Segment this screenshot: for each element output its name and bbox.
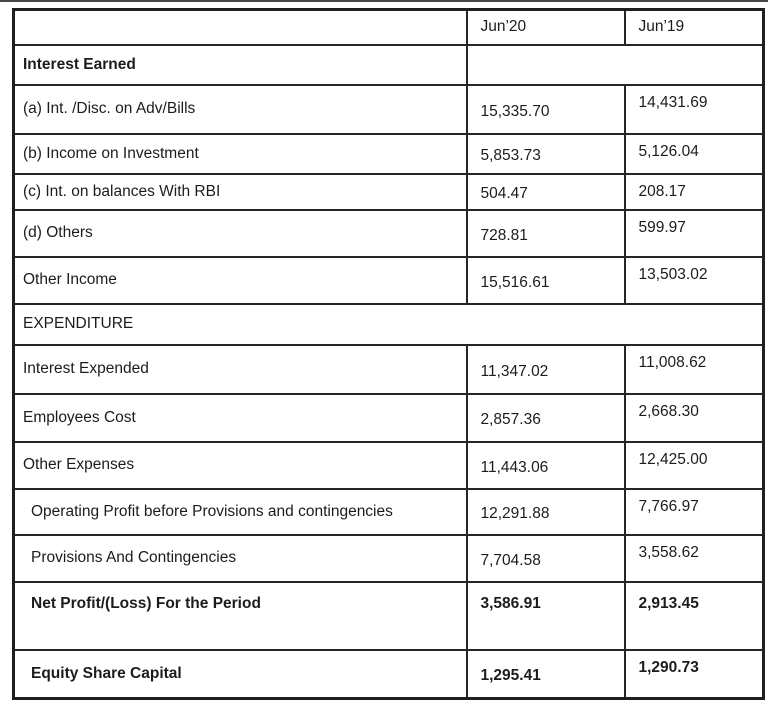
row-label-cell: Interest Expended: [12, 343, 468, 395]
value-cell-jun20: 12,291.88: [465, 487, 626, 536]
value-cell-jun20: 1,295.41: [465, 648, 626, 700]
row-label-cell: Provisions And Contingencies: [12, 533, 468, 583]
value-cell-jun19: 2,668.30: [623, 392, 765, 443]
value-cell-jun19: 1,290.73: [623, 648, 765, 700]
table-row: Provisions And Contingencies 7,704.58 3,55…: [12, 533, 765, 583]
value-cell-jun20: 504.47: [465, 172, 626, 211]
row-label-cell: (c) Int. on balances With RBI: [12, 172, 468, 211]
row-label-cell: Equity Share Capital: [12, 648, 468, 700]
value-cell-jun19: 12,425.00: [623, 440, 765, 490]
column-header-jun19: Jun’19: [623, 8, 765, 46]
table-row: Interest Earned: [12, 43, 765, 86]
table-row: Other Income 15,516.61 13,503.02: [12, 255, 765, 305]
column-header-jun20: Jun’20: [465, 8, 626, 46]
value-cell-jun20: 15,516.61: [465, 255, 626, 305]
row-label-cell: (d) Others: [12, 208, 468, 258]
value-cell-jun20: 7,704.58: [465, 533, 626, 583]
scan-artifact-line: [0, 0, 768, 2]
corner-header-cell: [12, 8, 468, 46]
value-cell-jun20: 2,857.36: [465, 392, 626, 443]
value-cell-jun19: 14,431.69: [623, 83, 765, 135]
row-label-cell: (a) Int. /Disc. on Adv/Bills: [12, 83, 468, 135]
value-cell-jun19: 2,913.45: [623, 580, 765, 651]
row-label-cell: Net Profit/(Loss) For the Period: [12, 580, 468, 651]
value-cell-jun19: 11,008.62: [623, 343, 765, 395]
table-row: EXPENDITURE: [12, 302, 765, 346]
value-cell-jun19: 5,126.04: [623, 132, 765, 175]
table-row: (c) Int. on balances With RBI 504.47 208.1…: [12, 172, 765, 211]
value-cell-jun20: 728.81: [465, 208, 626, 258]
value-cell-jun19: 208.17: [623, 172, 765, 211]
table-row: (b) Income on Investment 5,853.73 5,126.04: [12, 132, 765, 175]
value-cell-jun19: 599.97: [623, 208, 765, 258]
value-cell-jun20: 5,853.73: [465, 132, 626, 175]
value-cell-jun19: 7,766.97: [623, 487, 765, 536]
row-label-cell: Interest Earned: [12, 43, 468, 86]
row-label-cell: (b) Income on Investment: [12, 132, 468, 175]
value-cell-jun20: 15,335.70: [465, 83, 626, 135]
row-label-cell: EXPENDITURE: [12, 302, 765, 346]
merged-empty-value-cell: [465, 43, 765, 86]
row-label-cell: Other Income: [12, 255, 468, 305]
table-row: (d) Others 728.81 599.97: [12, 208, 765, 258]
table-row: Net Profit/(Loss) For the Period 3,586.91…: [12, 580, 765, 651]
value-cell-jun20: 3,586.91: [465, 580, 626, 651]
table-body: Jun’20 Jun’19 Interest Earned (a) Int. /Dis…: [12, 8, 765, 700]
value-cell-jun20: 11,443.06: [465, 440, 626, 490]
value-cell-jun19: 3,558.62: [623, 533, 765, 583]
table-row: Interest Expended 11,347.02 11,008.62: [12, 343, 765, 395]
table-row: Employees Cost 2,857.36 2,668.30: [12, 392, 765, 443]
table-row: (a) Int. /Disc. on Adv/Bills 15,335.70 14,…: [12, 83, 765, 135]
value-cell-jun19: 13,503.02: [623, 255, 765, 305]
table-row: Equity Share Capital 1,295.41 1,290.73: [12, 648, 765, 700]
header-row: Jun’20 Jun’19: [12, 8, 765, 46]
table-row: Other Expenses 11,443.06 12,425.00: [12, 440, 765, 490]
row-label-cell: Operating Profit before Provisions and c…: [12, 487, 468, 536]
row-label-cell: Employees Cost: [12, 392, 468, 443]
table-row: Operating Profit before Provisions and c…: [12, 487, 765, 536]
row-label-cell: Other Expenses: [12, 440, 468, 490]
financial-results-table: Jun’20 Jun’19 Interest Earned (a) Int. /Dis…: [12, 8, 765, 700]
value-cell-jun20: 11,347.02: [465, 343, 626, 395]
